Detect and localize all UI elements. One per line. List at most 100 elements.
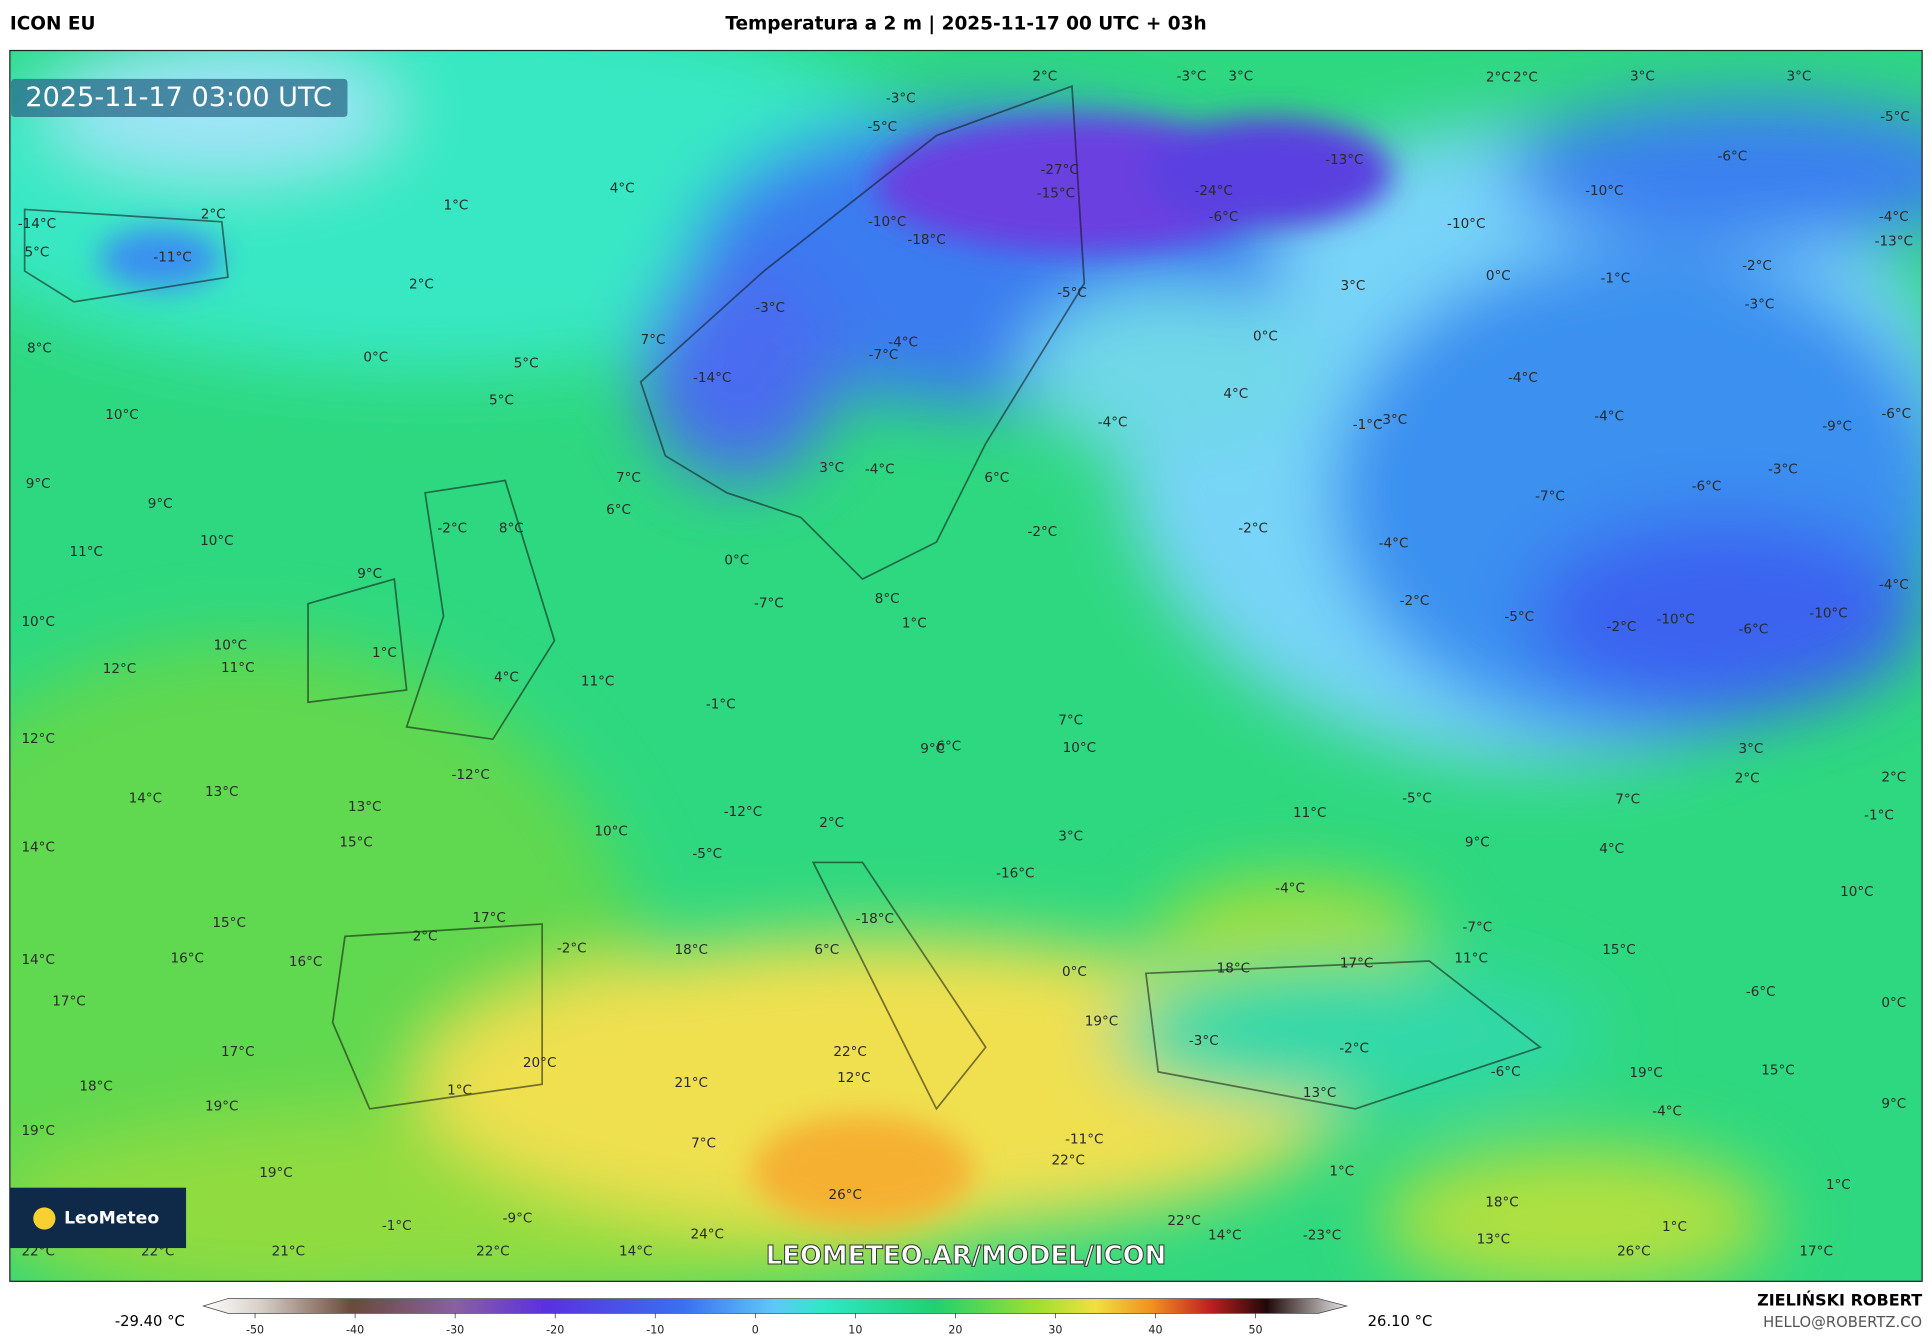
temperature-label: -6°C — [1881, 406, 1911, 422]
temperature-label: 5°C — [514, 355, 539, 371]
temperature-label: 6°C — [606, 502, 631, 518]
temperature-label: -5°C — [1504, 609, 1534, 625]
temperature-label: 15°C — [1761, 1063, 1794, 1079]
temperature-label: 21°C — [674, 1075, 707, 1091]
temperature-label: 11°C — [70, 544, 103, 560]
temperature-label: 26°C — [1617, 1244, 1650, 1260]
temperature-label: 22°C — [1052, 1153, 1085, 1169]
temperature-label: -4°C — [1275, 880, 1305, 896]
temperature-label: 18°C — [1485, 1194, 1518, 1210]
temperature-label: 17°C — [221, 1044, 254, 1060]
temperature-label: 16°C — [289, 954, 322, 970]
temperature-label: 6°C — [814, 942, 839, 958]
temperature-label: -1°C — [1600, 270, 1630, 286]
logo-sun — [33, 1207, 56, 1230]
colorbar-tick-label: 20 — [948, 1324, 962, 1337]
temperature-label: -2°C — [1028, 524, 1058, 540]
temperature-label: -5°C — [1402, 790, 1432, 806]
temperature-label: 12°C — [21, 731, 54, 747]
temperature-label: 11°C — [581, 673, 614, 689]
temperature-label: -9°C — [503, 1210, 533, 1226]
temperature-label: 0°C — [1253, 328, 1278, 344]
temperature-label: 16°C — [171, 951, 204, 967]
temperature-label: 17°C — [472, 910, 505, 926]
temperature-label: -7°C — [754, 596, 784, 612]
temperature-label: 2°C — [1881, 769, 1906, 785]
temperature-label: 2°C — [201, 206, 226, 222]
temperature-label: 2°C — [413, 928, 438, 944]
temperature-label: 17°C — [1340, 955, 1373, 971]
temperature-label: 9°C — [26, 476, 51, 492]
temperature-label: -16°C — [996, 866, 1034, 882]
temperature-label: -12°C — [451, 767, 489, 783]
temperature-label: 4°C — [1223, 386, 1248, 402]
temperature-label: 13°C — [205, 784, 238, 800]
temperature-label: -2°C — [1238, 521, 1268, 537]
temperature-label: 1°C — [1662, 1219, 1687, 1235]
temperature-label: 10°C — [21, 614, 54, 630]
temperature-label: -10°C — [1585, 183, 1623, 199]
temperature-label: -24°C — [1194, 183, 1232, 199]
temperature-label: 3°C — [1228, 68, 1253, 84]
temperature-label: -4°C — [1508, 370, 1538, 386]
temperature-label: -7°C — [1535, 489, 1565, 505]
temperature-label: 7°C — [1058, 713, 1083, 729]
temperature-label: -2°C — [1339, 1040, 1369, 1056]
temperature-label: 3°C — [1738, 741, 1763, 757]
temperature-label: 2°C — [409, 277, 434, 293]
temperature-label: 10°C — [594, 824, 627, 840]
watermark: LEOMETEO.AR/MODEL/ICON — [766, 1241, 1166, 1271]
temperature-label: -6°C — [1209, 209, 1239, 225]
temperature-label: 20°C — [523, 1055, 556, 1071]
temperature-label: -4°C — [1879, 577, 1909, 593]
temperature-label: -6°C — [1718, 148, 1748, 164]
temperature-label: -4°C — [888, 335, 918, 351]
temperature-label: -2°C — [1742, 258, 1772, 274]
temperature-label: 0°C — [1486, 268, 1511, 284]
temperature-label: 21°C — [272, 1244, 305, 1260]
temperature-label: -4°C — [1098, 415, 1128, 431]
temperature-label: 10°C — [1840, 884, 1873, 900]
temperature-label: -2°C — [557, 941, 587, 957]
temperature-label: -7°C — [1462, 920, 1492, 936]
temperature-label: 10°C — [1063, 740, 1096, 756]
colorbar-tick-label: 0 — [752, 1324, 759, 1337]
temperature-label: 17°C — [1799, 1244, 1832, 1260]
temperature-label: 19°C — [205, 1098, 238, 1114]
temperature-label: 1°C — [372, 645, 397, 661]
temperature-label: -12°C — [724, 804, 762, 820]
temperature-label: -11°C — [153, 249, 191, 265]
temperature-label: -3°C — [886, 91, 916, 107]
temperature-label: 13°C — [1477, 1231, 1510, 1247]
model-name: ICON EU — [10, 14, 96, 35]
author: ZIELIŃSKI ROBERT — [1757, 1291, 1922, 1310]
temperature-label: 10°C — [105, 407, 138, 423]
temperature-label: 22°C — [1167, 1213, 1200, 1229]
temperature-label: 19°C — [21, 1123, 54, 1139]
temperature-label: 8°C — [499, 521, 524, 537]
temperature-label: 10°C — [214, 638, 247, 654]
temperature-label: 5°C — [25, 245, 50, 261]
temperature-label: -2°C — [437, 521, 467, 537]
temperature-label: -11°C — [1065, 1132, 1103, 1148]
temperature-label: 7°C — [1615, 792, 1640, 808]
temperature-label: -10°C — [1809, 606, 1847, 622]
logo: LeoMeteo — [64, 1208, 159, 1228]
temperature-label: 19°C — [1629, 1065, 1662, 1081]
temperature-label: -3°C — [1189, 1033, 1219, 1049]
temperature-label: -10°C — [1657, 612, 1695, 628]
temperature-label: -23°C — [1303, 1228, 1341, 1244]
temperature-label: 1°C — [447, 1082, 472, 1098]
temperature-label: 11°C — [1454, 951, 1487, 967]
temperature-label: 8°C — [27, 341, 52, 357]
temperature-label: -1°C — [1353, 417, 1383, 433]
temperature-label: -5°C — [1057, 285, 1087, 301]
temperature-label: 1°C — [443, 198, 468, 214]
temperature-label: -6°C — [1692, 479, 1722, 495]
temperature-labels: 2°C -3°C 3°C 2°C 2°C 3°C 3°C-5°C-3°C-5°C-27°C-… — [18, 68, 1913, 1259]
colorbar-min: -29.40 °C — [115, 1313, 185, 1330]
temperature-label: -3°C — [1768, 461, 1798, 477]
temperature-label: 6°C — [984, 470, 1009, 486]
temperature-label: -5°C — [692, 846, 722, 862]
